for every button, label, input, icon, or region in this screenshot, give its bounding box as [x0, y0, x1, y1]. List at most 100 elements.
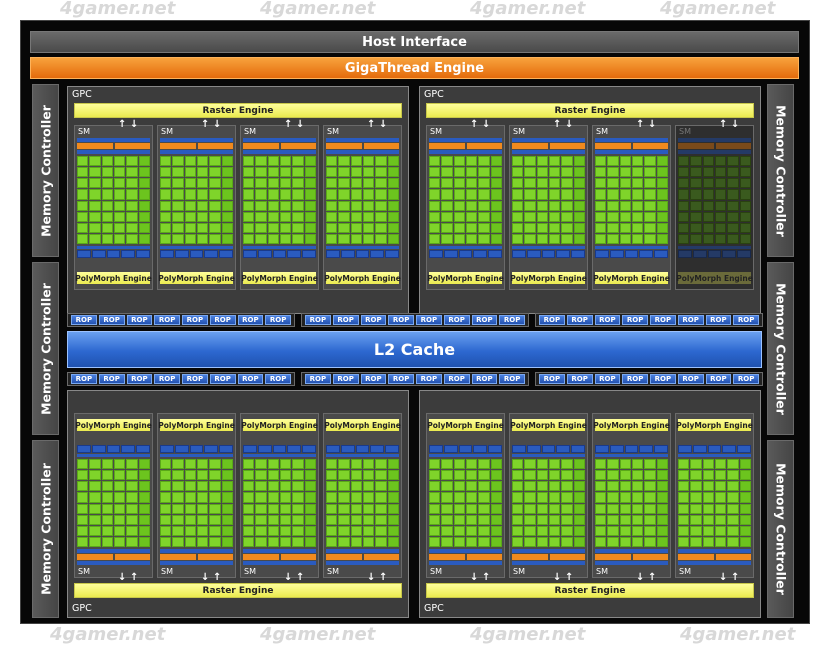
- up-arrow-icon: ↑: [118, 119, 127, 130]
- sm-2: SM PolyMorph Engine: [509, 413, 588, 578]
- rop-unit: ROP: [539, 315, 565, 325]
- memory-controller-label: Memory Controller: [38, 463, 53, 595]
- warp-scheduler-row: [595, 143, 668, 149]
- rop-unit: ROP: [332, 374, 359, 384]
- sm-label: SM: [78, 567, 90, 576]
- register-file-band: [326, 150, 399, 154]
- texture-unit-row: [512, 250, 585, 258]
- texture-unit-row: [429, 250, 502, 258]
- instruction-cache-band: [77, 138, 150, 142]
- up-arrow-icon: ↑: [470, 119, 479, 130]
- down-arrow-icon: ↓: [118, 572, 127, 583]
- interconnect-band: [160, 454, 233, 457]
- raster-engine: Raster Engine: [74, 583, 402, 598]
- rop-unit: ROP: [705, 315, 732, 325]
- rop-unit: ROP: [154, 315, 180, 325]
- rop-unit: ROP: [237, 374, 264, 384]
- register-file-band: [160, 549, 233, 553]
- down-arrow-icon: ↓: [296, 119, 305, 130]
- interconnect-band: [77, 454, 150, 457]
- down-arrow-icon: ↓: [284, 572, 293, 583]
- down-arrow-icon: ↓: [470, 572, 479, 583]
- interconnect-band: [512, 246, 585, 249]
- polymorph-engine: PolyMorph Engine: [427, 272, 504, 284]
- host-interface: Host Interface: [30, 31, 799, 53]
- rop-unit: ROP: [416, 374, 442, 384]
- warp-scheduler-row: [77, 143, 150, 149]
- rop-unit: ROP: [360, 315, 387, 325]
- cuda-core-grid: [595, 459, 668, 547]
- cuda-core-grid: [595, 156, 668, 244]
- texture-unit-row: [243, 250, 316, 258]
- cuda-core-grid: [77, 156, 150, 244]
- interconnect-band: [326, 454, 399, 457]
- watermark-top-4: 4gamer.net: [660, 0, 776, 19]
- down-arrow-icon: ↓: [367, 572, 376, 583]
- instruction-cache-band: [326, 138, 399, 142]
- sm-label: SM: [327, 567, 339, 576]
- rop-unit: ROP: [71, 315, 97, 325]
- interconnect-band: [595, 246, 668, 249]
- memory-controller-6: Memory Controller: [767, 440, 794, 618]
- warp-scheduler-row: [243, 143, 316, 149]
- watermark-top-1: 4gamer.net: [60, 0, 176, 19]
- warp-scheduler-row: [429, 554, 502, 560]
- instruction-cache-band: [326, 561, 399, 565]
- interconnect-band: [678, 454, 751, 457]
- register-file-band: [429, 150, 502, 154]
- up-arrow-icon: ↑: [636, 119, 645, 130]
- sm-4: SM PolyMorph Engine: [323, 413, 402, 578]
- sm-3: SM PolyMorph Engine: [592, 413, 671, 578]
- rop-unit: ROP: [443, 374, 470, 384]
- sm-1: SM PolyMorph Engine: [74, 413, 153, 578]
- register-file-band: [77, 549, 150, 553]
- polymorph-engine: PolyMorph Engine: [324, 272, 401, 284]
- instruction-cache-band: [429, 561, 502, 565]
- sm-label: SM: [161, 567, 173, 576]
- texture-unit-row: [326, 250, 399, 258]
- sm-4: SM PolyMorph Engine: [675, 413, 754, 578]
- instruction-cache-band: [77, 561, 150, 565]
- rop-unit: ROP: [182, 374, 208, 384]
- polymorph-engine: PolyMorph Engine: [676, 419, 753, 431]
- sm-2: SM PolyMorph Engine: [157, 413, 236, 578]
- polymorph-engine: PolyMorph Engine: [75, 419, 152, 431]
- sm-label: SM: [78, 127, 90, 136]
- rop-unit: ROP: [622, 374, 648, 384]
- up-arrow-icon: ↑: [367, 119, 376, 130]
- polymorph-engine: PolyMorph Engine: [593, 272, 670, 284]
- up-arrow-icon: ↑: [553, 119, 562, 130]
- interconnect-band: [678, 246, 751, 249]
- rop-unit: ROP: [360, 374, 387, 384]
- down-arrow-icon: ↓: [379, 119, 388, 130]
- sm-label: SM: [430, 567, 442, 576]
- instruction-cache-band: [512, 138, 585, 142]
- rop-unit: ROP: [499, 374, 525, 384]
- cuda-core-grid: [243, 459, 316, 547]
- gpc-label: GPC: [72, 89, 92, 100]
- polymorph-engine: PolyMorph Engine: [593, 419, 670, 431]
- texture-unit-row: [678, 250, 751, 258]
- sm-label: SM: [596, 567, 608, 576]
- cuda-core-grid: [243, 156, 316, 244]
- memory-controller-label: Memory Controller: [38, 104, 53, 237]
- register-file-band: [678, 549, 751, 553]
- up-arrow-icon: ↑: [482, 572, 491, 583]
- interconnect-band: [160, 246, 233, 249]
- register-file-band: [160, 150, 233, 154]
- warp-scheduler-row: [595, 554, 668, 560]
- rop-partition-2: ROP ROP ROP ROP ROP ROP ROP ROP: [301, 313, 529, 327]
- cuda-core-grid: [678, 459, 751, 547]
- rop-unit: ROP: [305, 315, 331, 325]
- instruction-cache-band: [160, 138, 233, 142]
- interconnect-band: [77, 246, 150, 249]
- texture-unit-row: [160, 445, 233, 453]
- texture-unit-row: [243, 445, 316, 453]
- memory-controller-label: Memory Controller: [773, 463, 788, 595]
- sm-label: SM: [513, 127, 525, 136]
- rop-unit: ROP: [209, 374, 236, 384]
- rop-unit: ROP: [71, 374, 97, 384]
- down-arrow-icon: ↓: [482, 119, 491, 130]
- instruction-cache-band: [160, 561, 233, 565]
- cuda-core-grid: [512, 459, 585, 547]
